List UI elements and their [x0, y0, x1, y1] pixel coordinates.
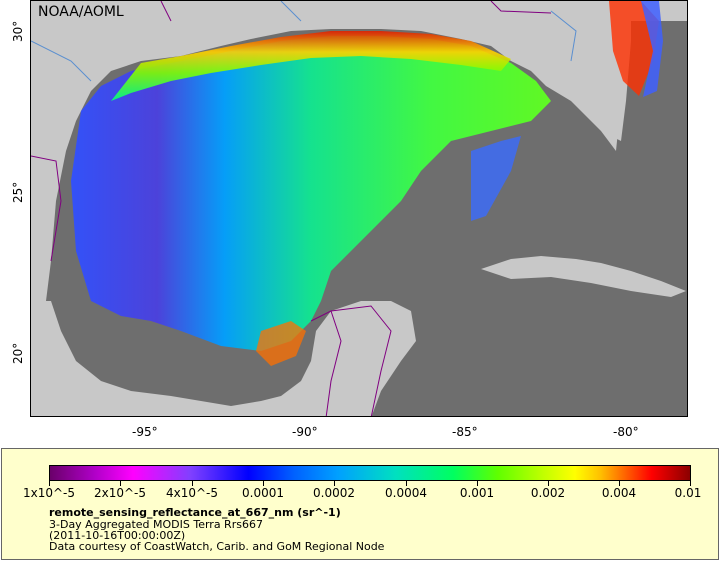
- map-panel: NOAA/AOML: [30, 0, 688, 417]
- data-courtesy: Data courtesy of CoastWatch, Carib. and …: [49, 540, 385, 553]
- rivers: [31, 1, 577, 82]
- yucatan-shelf: [256, 321, 306, 366]
- florida-atlantic-coast: [609, 1, 659, 96]
- colorbar-tickmark: [690, 481, 691, 486]
- lon-tick-90w: -90°: [292, 425, 318, 439]
- colorbar-label: 0.0002: [313, 486, 355, 500]
- colorbar: [49, 465, 691, 481]
- lon-tick-95w: -95°: [132, 425, 158, 439]
- colorbar-label: 1x10^-5: [22, 486, 76, 500]
- data-credit-label: NOAA/AOML: [38, 4, 124, 20]
- map-canvas: [31, 1, 687, 416]
- colorbar-label: 4x10^-5: [165, 486, 219, 500]
- variable-name: remote_sensing_reflectance_at_667_nm (sr…: [49, 506, 341, 519]
- time-stamp: (2011-10-16T00:00:00Z): [49, 529, 186, 542]
- colorbar-tickmark: [263, 481, 264, 486]
- land-mexico: [31, 301, 416, 416]
- colorbar-label: 0.002: [530, 486, 566, 500]
- colorbar-label: 0.01: [674, 486, 702, 500]
- lat-tick-20: 20°: [11, 342, 25, 364]
- florida-straits-patch: [471, 136, 521, 221]
- coastal-shelf-band: [111, 31, 511, 101]
- colorbar-tickmark: [406, 481, 407, 486]
- atlantic-blue-strip: [641, 1, 663, 97]
- colorbar-label: 0.001: [459, 486, 495, 500]
- gulf-water-reflectance: [71, 36, 551, 351]
- colorbar-label: 0.0001: [242, 486, 284, 500]
- colorbar-tickmark: [192, 481, 193, 486]
- lon-tick-85w: -85°: [452, 425, 478, 439]
- legend-panel: 1x10^-5 2x10^-5 4x10^-5 0.0001 0.0002 0.…: [1, 448, 719, 560]
- colorbar-tickmark: [334, 481, 335, 486]
- colorbar-tickmark: [49, 481, 50, 486]
- dataset-description: 3-Day Aggregated MODIS Terra Rrs667: [49, 518, 263, 531]
- lon-tick-80w: -80°: [613, 425, 639, 439]
- colorbar-label: 0.004: [601, 486, 637, 500]
- colorbar-tickmark: [477, 481, 478, 486]
- land-florida: [551, 1, 631, 141]
- land-cuba: [481, 256, 686, 297]
- political-borders: [31, 1, 552, 416]
- colorbar-tickmark: [548, 481, 549, 486]
- colorbar-tickmark: [120, 481, 121, 486]
- lat-tick-30: 30°: [11, 20, 25, 42]
- colorbar-tickmark: [619, 481, 620, 486]
- colorbar-label: 0.0004: [385, 486, 427, 500]
- colorbar-label: 2x10^-5: [93, 486, 147, 500]
- lat-tick-25: 25°: [11, 181, 25, 203]
